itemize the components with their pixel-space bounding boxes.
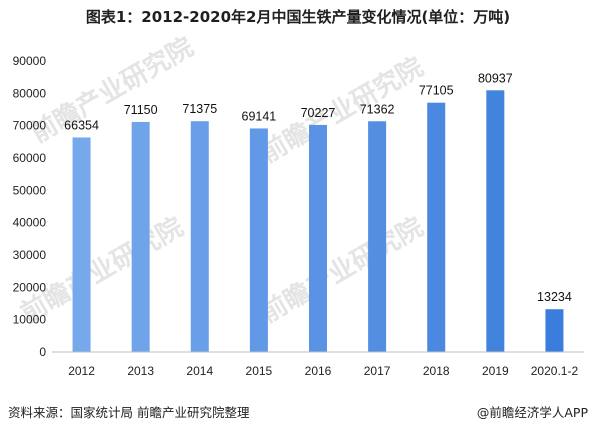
y-tick-label: 70000 xyxy=(13,119,47,133)
y-tick-label: 80000 xyxy=(13,86,47,100)
bar-2016 xyxy=(309,124,327,352)
bars xyxy=(72,90,564,353)
x-tick-label-2017: 2017 xyxy=(364,364,391,378)
x-tick-label-2013: 2013 xyxy=(127,364,154,378)
brand-credit: @前瞻经济学人APP xyxy=(477,402,588,421)
bar-2014 xyxy=(190,121,209,353)
bar-2015 xyxy=(249,128,268,352)
data-label-2015: 69141 xyxy=(242,109,277,123)
data-label-2018: 77105 xyxy=(419,84,454,98)
data-label-2020.1-2: 13234 xyxy=(537,290,572,304)
x-tick-label-2020.1-2: 2020.1-2 xyxy=(531,364,579,378)
y-axis: 0 10000 20000 30000 40000 50000 60000 70000 8000… xyxy=(13,54,47,359)
y-tick-label: 20000 xyxy=(13,280,47,294)
x-tick-label-2012: 2012 xyxy=(68,364,95,378)
data-label-2019: 80937 xyxy=(478,71,513,85)
bar-2019 xyxy=(486,90,505,352)
y-tick-label: 60000 xyxy=(13,151,47,165)
y-tick-label: 50000 xyxy=(13,183,47,197)
source-note: 资料来源：国家统计局 前瞻产业研究院整理 xyxy=(8,405,250,420)
brand-text: @前瞻经济学人APP xyxy=(476,405,588,420)
bar-2018 xyxy=(427,102,446,352)
x-axis: 2012 2013 2014 2015 2016 2017 2018 2019 2020.1-2 xyxy=(52,351,584,378)
x-tick-label-2014: 2014 xyxy=(186,364,213,378)
bar-2013 xyxy=(131,121,150,352)
data-label-2014: 71375 xyxy=(182,102,217,116)
bar-2012 xyxy=(72,137,91,352)
y-tick-label: 30000 xyxy=(13,248,47,262)
y-tick-label: 0 xyxy=(39,345,46,359)
data-label-2017: 71362 xyxy=(360,102,395,116)
x-tick-label-2018: 2018 xyxy=(423,364,450,378)
y-tick-label: 10000 xyxy=(13,313,47,327)
data-label-2016: 70227 xyxy=(301,106,336,120)
data-label-2012: 66354 xyxy=(64,118,99,132)
y-tick-label: 90000 xyxy=(13,54,47,68)
x-tick-label-2019: 2019 xyxy=(482,364,509,378)
data-labels: 66354 71150 71375 69141 70227 71362 77105 80937… xyxy=(64,71,572,304)
y-tick-label: 40000 xyxy=(13,216,47,230)
x-tick-label-2015: 2015 xyxy=(246,364,273,378)
x-tick-label-2016: 2016 xyxy=(305,364,332,378)
chart-title: 图表1：2012-2020年2月中国生铁产量变化情况(单位：万吨) xyxy=(85,8,511,26)
data-label-2013: 71150 xyxy=(124,103,158,117)
bar-2020.1-2 xyxy=(545,309,564,352)
bar-2017 xyxy=(368,121,387,352)
